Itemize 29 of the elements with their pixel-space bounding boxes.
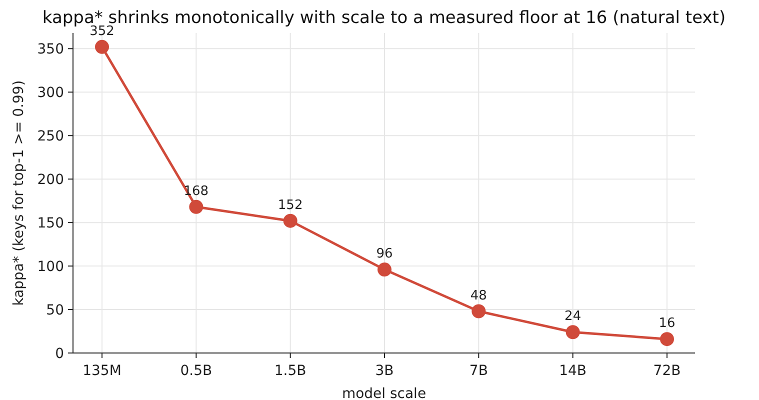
data-label: 16: [658, 316, 676, 332]
y-tick-label: 150: [37, 215, 64, 232]
x-tick-label: 3B: [375, 363, 394, 379]
data-label: 24: [564, 309, 582, 324]
point: [95, 40, 109, 54]
y-axis-title: kappa* (keys for top-1 >= 0.99): [11, 80, 27, 306]
y-tick-label: 100: [37, 258, 64, 275]
x-axis-title: model scale: [342, 386, 426, 400]
point: [283, 214, 298, 228]
point: [378, 262, 392, 277]
y-tick-label: 350: [37, 42, 64, 58]
point: [189, 200, 204, 214]
x-tick-label: 72B: [653, 363, 681, 379]
y-tick-label: 300: [37, 85, 64, 102]
point: [566, 325, 580, 340]
x-tick-label: 0.5B: [180, 363, 212, 379]
point: [660, 332, 674, 346]
point: [472, 304, 486, 318]
data-label: 96: [376, 246, 393, 262]
y-tick-label: 50: [46, 302, 64, 318]
y-tick-label: 0: [55, 346, 64, 362]
x-tick-label: 7B: [469, 363, 488, 379]
x-tick-label: 14B: [559, 363, 587, 379]
x-tick-label: 1.5B: [274, 363, 306, 379]
data-label: 152: [278, 198, 303, 213]
x-tick-label: 135M: [82, 363, 122, 379]
y-tick-label: 200: [37, 172, 64, 188]
y-tick-label: 250: [37, 128, 64, 145]
data-label: 48: [470, 288, 487, 304]
